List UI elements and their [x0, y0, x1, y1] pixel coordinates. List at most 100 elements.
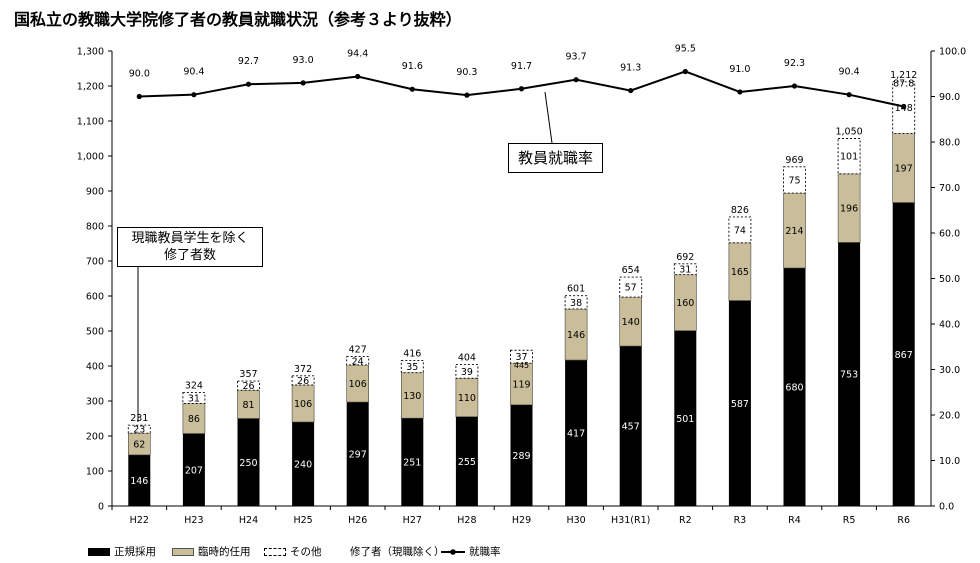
bar-other: [237, 380, 260, 391]
rate-label: 91.3: [620, 63, 641, 74]
rate-callout: 教員就職率: [508, 143, 603, 173]
label-regular: 680: [785, 383, 803, 394]
label-temporary: 106: [294, 399, 312, 410]
label-temporary: 140: [622, 317, 640, 328]
y-right-tick-label: 90.0: [939, 92, 960, 103]
label-temporary: 197: [895, 164, 913, 175]
label-total: 372: [294, 364, 312, 375]
label-regular: 587: [731, 399, 749, 410]
legend-temporary-swatch: [172, 547, 194, 556]
bar-regular: [783, 268, 806, 506]
y-left-tick-label: 700: [86, 257, 104, 268]
y-left-tick-label: 200: [86, 432, 104, 443]
bar-regular: [565, 360, 588, 506]
y-left-tick-label: 600: [86, 292, 104, 303]
rate-label: 90.4: [839, 67, 860, 78]
label-total-inner: 445: [514, 361, 529, 370]
y-left-tick-label: 1,100: [77, 117, 104, 128]
legend-rate: 就職率: [440, 544, 501, 559]
y-left-tick-label: 400: [86, 362, 104, 373]
x-tick-label: R4: [788, 515, 801, 526]
label-regular: 255: [458, 457, 476, 468]
label-regular: 289: [512, 451, 530, 462]
rate-label: 87.8: [893, 79, 914, 90]
label-other: 23: [133, 425, 145, 436]
label-total: 231: [130, 413, 148, 424]
label-temporary: 196: [840, 204, 858, 215]
x-tick-label: R6: [897, 515, 910, 526]
label-regular: 146: [130, 476, 148, 487]
label-regular: 240: [294, 460, 312, 471]
legend-rate-swatch: [441, 548, 465, 555]
label-other: 31: [188, 394, 200, 405]
x-tick-label: H22: [130, 515, 149, 526]
rate-point: [355, 73, 361, 80]
rate-point: [737, 89, 743, 95]
rate-point: [191, 92, 197, 98]
y-right-tick-label: 70.0: [939, 183, 960, 194]
label-temporary: 110: [458, 393, 476, 404]
bar-temporary: [564, 308, 588, 361]
y-left-tick-label: 300: [86, 397, 104, 408]
rate-point: [464, 92, 470, 98]
x-tick-label: H30: [566, 515, 585, 526]
y-right-tick-label: 0.0: [939, 502, 954, 513]
rate-point: [300, 80, 306, 86]
x-tick-label: H26: [348, 515, 367, 526]
bar-other: [400, 359, 424, 374]
bar-other: [455, 364, 479, 379]
rate-point: [573, 77, 579, 83]
label-regular: 207: [185, 465, 203, 476]
label-other: 75: [788, 175, 800, 186]
y-right-tick-label: 100.0: [939, 47, 966, 58]
legend-other-swatch: [264, 547, 286, 556]
rate-label: 91.6: [402, 61, 423, 72]
bar-other: [127, 424, 151, 434]
legend-other: その他: [264, 544, 322, 559]
rate-label: 92.3: [784, 58, 805, 69]
label-total: 1,212: [890, 70, 917, 81]
label-temporary: 146: [567, 330, 585, 341]
label-other: 39: [461, 367, 473, 378]
label-other: 26: [242, 381, 254, 392]
x-tick-label: R2: [679, 515, 692, 526]
y-left-tick-label: 1,200: [77, 82, 104, 93]
label-regular: 297: [349, 450, 367, 461]
legend-regular-swatch: [88, 547, 110, 556]
label-temporary: 119: [512, 380, 530, 391]
y-right-tick-label: 40.0: [939, 320, 960, 331]
legend-regular: 正規採用: [88, 544, 156, 559]
legend-graduates-label: 修了者（現職除く）: [350, 546, 445, 558]
bar-regular: [401, 418, 424, 506]
bar-regular: [510, 404, 533, 506]
y-right-tick-label: 30.0: [939, 365, 960, 376]
label-regular: 417: [567, 429, 585, 440]
bar-regular: [892, 202, 915, 507]
legend-temporary-label: 臨時的任用: [198, 546, 251, 558]
rate-point: [628, 87, 634, 94]
bar-temporary: [728, 242, 752, 301]
graduates-callout-line2: 修了者数: [163, 248, 216, 263]
graduates-callout-line1: 現職教員学生を除く: [131, 231, 249, 246]
rate-callout-leader: [544, 91, 553, 144]
label-total: 692: [676, 252, 694, 263]
legend-temporary: 臨時的任用: [172, 544, 251, 559]
label-other: 35: [406, 362, 418, 373]
label-temporary: 214: [785, 226, 803, 237]
x-tick-label: H29: [512, 515, 531, 526]
rate-point: [409, 86, 415, 92]
y-left-tick-label: 800: [86, 222, 104, 233]
label-other: 24: [352, 356, 364, 367]
bar-regular: [237, 418, 260, 506]
bar-regular: [182, 433, 205, 506]
bar-regular: [128, 454, 151, 506]
bar-regular: [619, 346, 642, 506]
x-tick-label: H23: [184, 515, 203, 526]
bar-other: [291, 375, 315, 386]
y-right-tick-label: 10.0: [939, 456, 960, 467]
y-left-tick-label: 500: [86, 327, 104, 338]
bar-other: [783, 166, 806, 194]
bar-other: [564, 295, 588, 310]
rate-label: 90.3: [456, 67, 477, 78]
